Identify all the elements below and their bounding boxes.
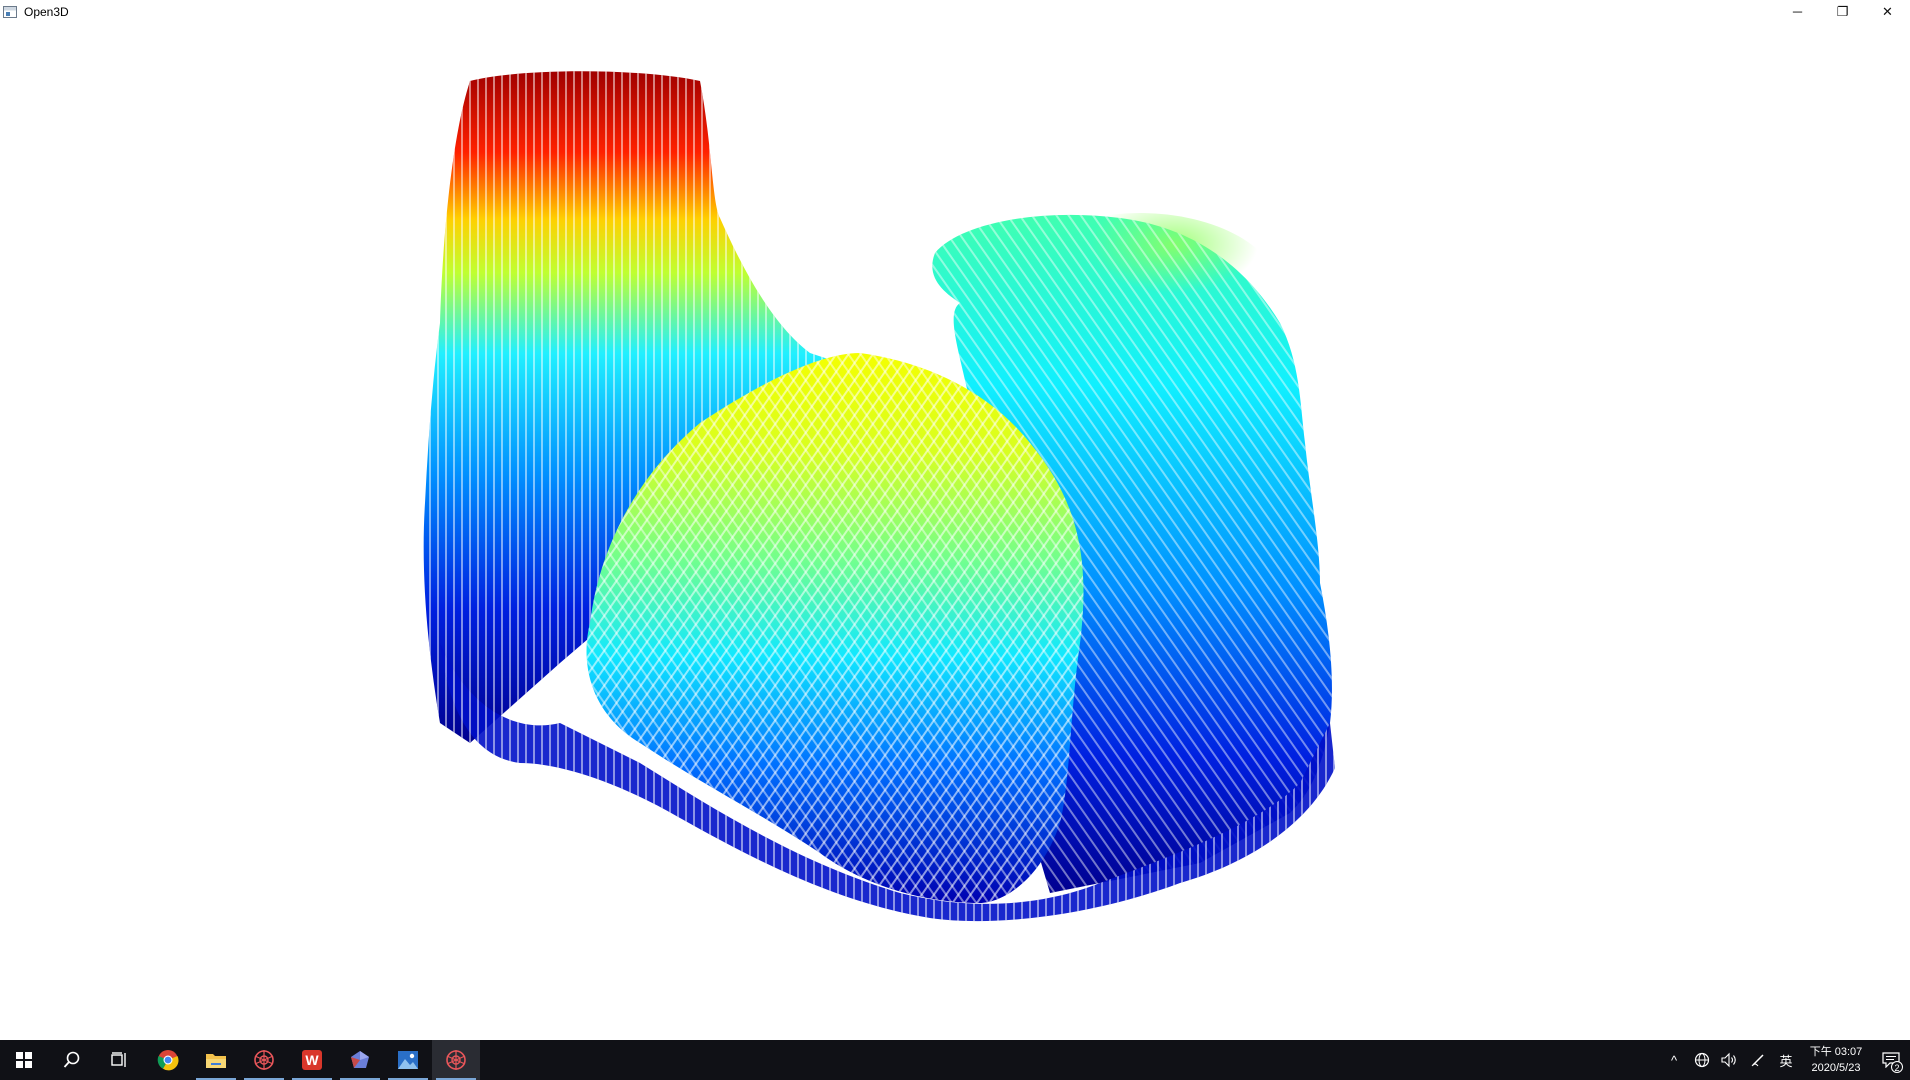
volume-button[interactable]	[1716, 1040, 1744, 1080]
bottom-fringe-texture	[440, 643, 1335, 922]
ime-label: 英	[1779, 1053, 1793, 1069]
central-hump-texture-b	[586, 353, 1084, 903]
taskbar: W ^	[0, 1040, 1910, 1080]
web-icon	[254, 1050, 274, 1070]
left-tower-texture	[423, 71, 840, 743]
chrome-icon	[157, 1050, 179, 1071]
open3d-window: Open3D ─ ❐ ✕	[0, 0, 1910, 1040]
globe-icon	[1694, 1052, 1710, 1068]
minimize-button[interactable]: ─	[1775, 0, 1820, 23]
restore-icon: ❐	[1836, 3, 1849, 19]
folder-icon	[206, 1054, 226, 1068]
pen-ink-button[interactable]	[1744, 1040, 1772, 1080]
open3d-taskbar-button[interactable]	[432, 1040, 480, 1080]
show-hidden-icons-button[interactable]: ^	[1660, 1040, 1688, 1080]
windows-logo-icon	[16, 1052, 32, 1068]
pen-icon	[1751, 1054, 1764, 1067]
clock-date: 2020/5/23	[1811, 1062, 1861, 1074]
action-center-button[interactable]: 2	[1872, 1040, 1910, 1080]
notification-icon	[1882, 1052, 1900, 1068]
task-view-button[interactable]	[96, 1040, 144, 1080]
task-view-icon	[111, 1052, 126, 1067]
web-icon	[446, 1050, 466, 1070]
wps-w-icon: W	[302, 1050, 322, 1070]
point-cloud-canvas[interactable]	[0, 23, 1910, 1040]
wps-office-button[interactable]: W	[288, 1040, 336, 1080]
system-tray: ^ 英 下午 03:07 2020/	[1660, 1040, 1910, 1080]
network-button[interactable]	[1688, 1040, 1716, 1080]
search-icon	[63, 1051, 80, 1068]
ime-indicator[interactable]: 英	[1772, 1040, 1800, 1080]
clock[interactable]: 下午 03:07 2020/5/23	[1800, 1040, 1872, 1080]
minimize-icon: ─	[1792, 4, 1803, 19]
restore-button[interactable]: ❐	[1820, 0, 1865, 23]
search-button[interactable]	[48, 1040, 96, 1080]
svg-text:W: W	[305, 1052, 319, 1068]
chevron-up-icon: ^	[1670, 1052, 1678, 1068]
window-controls: ─ ❐ ✕	[1775, 0, 1910, 23]
app-gem-button[interactable]	[336, 1040, 384, 1080]
gem-icon	[351, 1051, 369, 1068]
clock-time: 下午 03:07	[1809, 1046, 1863, 1058]
chrome-button[interactable]	[144, 1040, 192, 1080]
file-explorer-button[interactable]	[192, 1040, 240, 1080]
3d-viewport[interactable]	[0, 23, 1910, 1040]
window-title: Open3D	[24, 4, 69, 19]
photos-button[interactable]	[384, 1040, 432, 1080]
open3d-app-icon	[3, 5, 17, 18]
photos-icon	[398, 1051, 418, 1069]
app-web-button[interactable]	[240, 1040, 288, 1080]
close-button[interactable]: ✕	[1865, 0, 1910, 23]
title-bar[interactable]: Open3D ─ ❐ ✕	[0, 0, 1910, 23]
speaker-icon	[1721, 1052, 1736, 1068]
start-button[interactable]	[0, 1040, 48, 1080]
close-icon: ✕	[1882, 3, 1893, 19]
notification-count-badge: 2	[1891, 1061, 1903, 1073]
